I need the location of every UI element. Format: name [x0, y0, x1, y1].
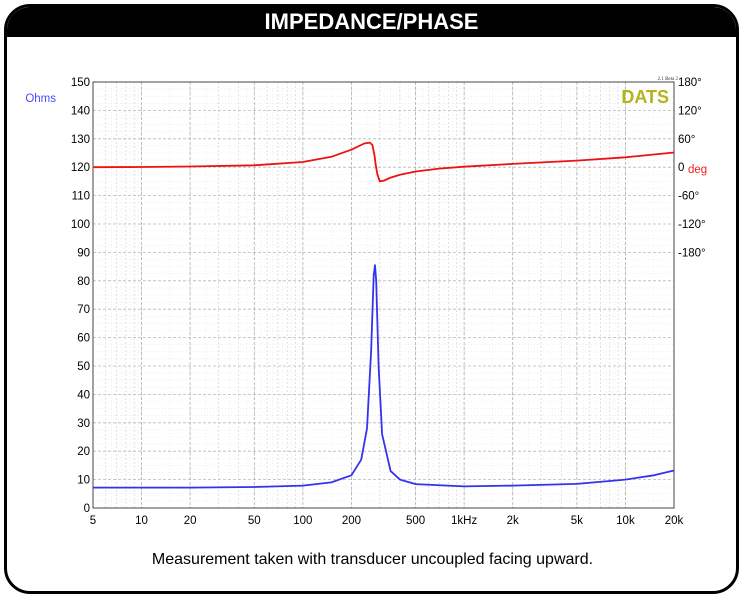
x-tick-label: 1kHz — [451, 515, 477, 527]
plot-border — [92, 81, 675, 509]
left-axis-ticks: 0 10 20 30 40 50 60 70 80 90 100 110 120 130 140 150 — [71, 77, 90, 515]
chart-frame: IMPEDANCE/PHASE — [4, 4, 739, 594]
right-tick-label: -120° — [678, 219, 706, 231]
x-tick-label: 2k — [507, 515, 519, 527]
left-tick-label: 100 — [71, 219, 90, 231]
right-tick-label: 120° — [678, 105, 702, 117]
right-axis-label: deg — [688, 164, 707, 176]
phase-line — [92, 141, 675, 183]
left-tick-label: 50 — [77, 361, 90, 373]
dats-logo: DATS — [621, 87, 669, 107]
left-tick-label: 150 — [71, 77, 90, 89]
right-tick-label: 60° — [678, 134, 695, 146]
right-tick-label: 180° — [678, 77, 702, 89]
x-tick-label: 10 — [135, 515, 148, 527]
x-tick-label: 10k — [616, 515, 635, 527]
x-axis-ticks: 5 10 20 50 100 200 500 1kHz 2k 5k 10k 20k — [90, 515, 684, 527]
x-tick-label: 50 — [248, 515, 261, 527]
version-label: 2.1 Beta 2 — [658, 77, 679, 82]
left-tick-label: 90 — [77, 247, 90, 259]
series-lines — [92, 141, 675, 489]
x-tick-label: 100 — [293, 515, 312, 527]
x-tick-label: 5k — [571, 515, 583, 527]
x-tick-label: 500 — [406, 515, 425, 527]
left-tick-label: 10 — [77, 475, 90, 487]
left-tick-label: 140 — [71, 105, 90, 117]
chart-title: IMPEDANCE/PHASE — [7, 7, 736, 37]
right-tick-label: 0 — [678, 162, 684, 174]
left-tick-label: 80 — [77, 276, 90, 288]
left-tick-label: 110 — [72, 191, 90, 203]
x-tick-label: 20 — [184, 515, 197, 527]
left-tick-label: 120 — [71, 162, 90, 174]
left-tick-label: 130 — [71, 134, 90, 146]
left-tick-label: 70 — [77, 304, 90, 316]
x-tick-label: 5 — [90, 515, 96, 527]
left-tick-label: 30 — [77, 418, 90, 430]
right-tick-label: -180° — [678, 247, 706, 259]
left-tick-label: 60 — [77, 333, 90, 345]
left-tick-label: 0 — [84, 503, 90, 515]
x-tick-label: 20k — [665, 515, 684, 527]
x-tick-label: 200 — [342, 515, 361, 527]
measurement-caption: Measurement taken with transducer uncoup… — [151, 551, 594, 568]
right-axis-ticks: 180° 120° 60° 0 -60° -120° -180° — [678, 77, 706, 259]
impedance-line — [93, 264, 675, 489]
left-tick-label: 20 — [77, 446, 90, 458]
left-axis-label: Ohms — [25, 93, 56, 105]
right-tick-label: -60° — [678, 191, 699, 203]
left-tick-label: 40 — [77, 389, 90, 401]
